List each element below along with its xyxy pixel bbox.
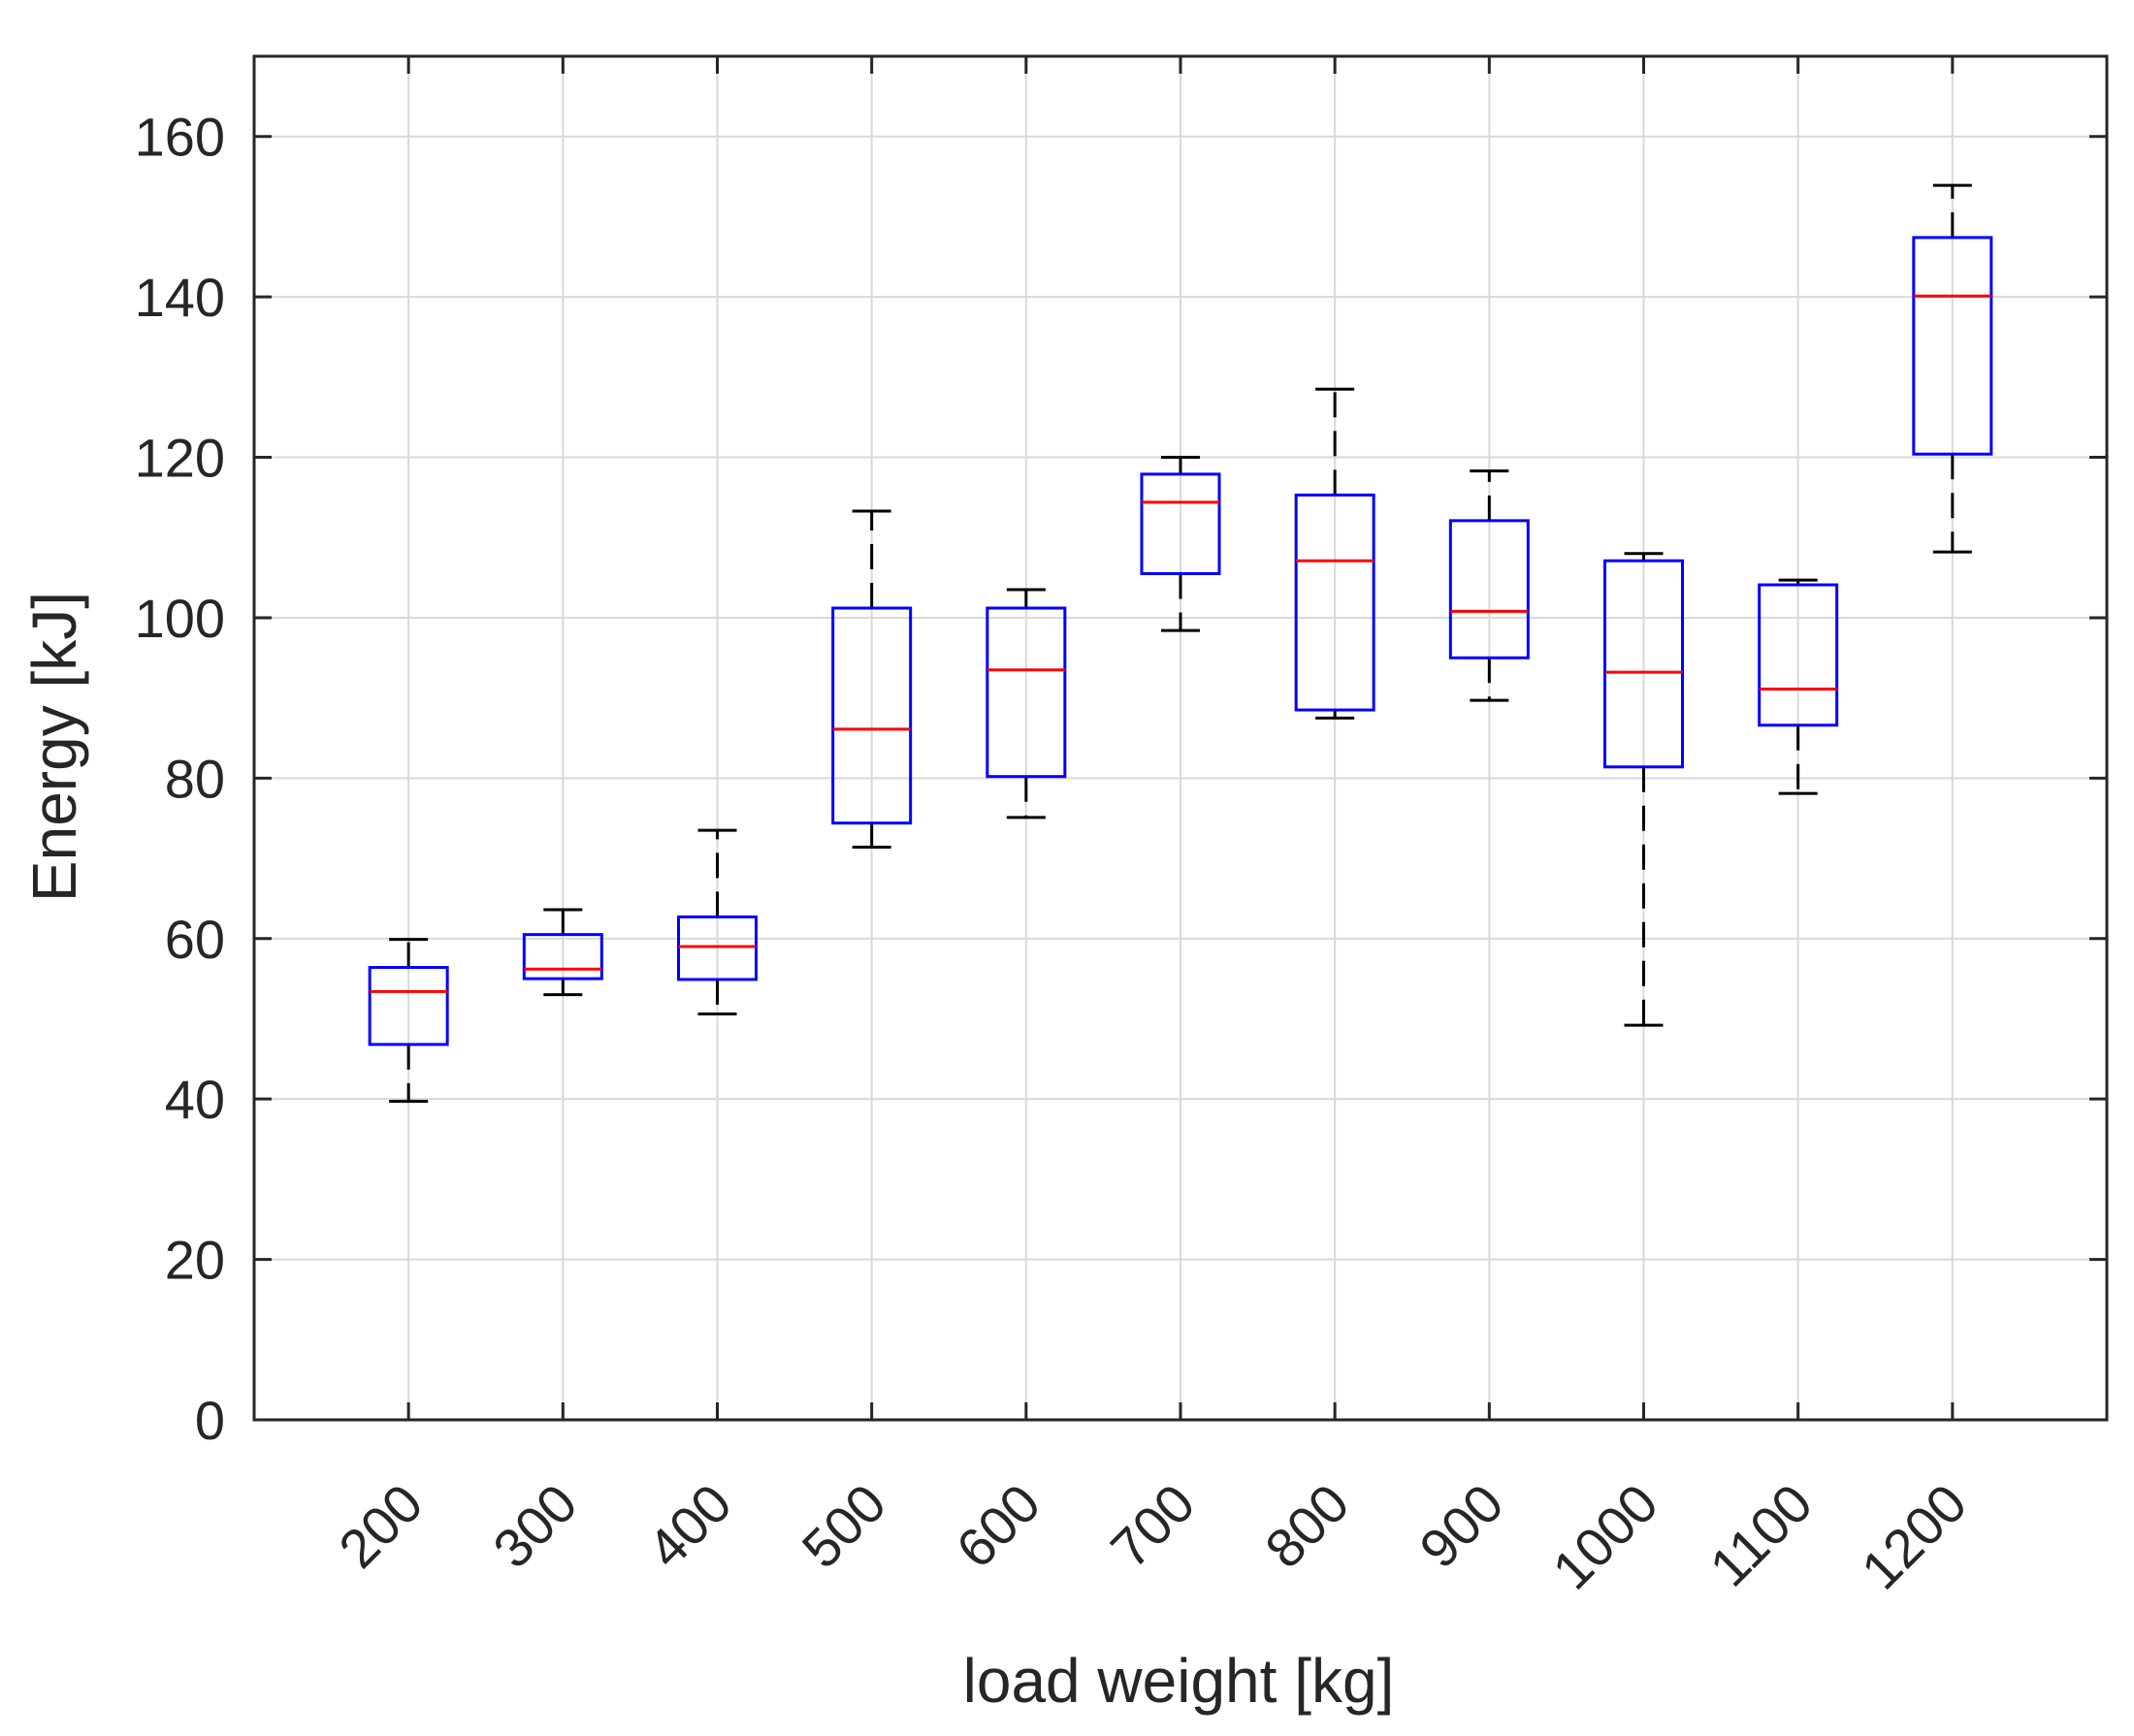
x-tick-label: 200 bbox=[327, 1472, 435, 1580]
box-iqr bbox=[1448, 519, 1530, 659]
box-iqr bbox=[831, 606, 913, 825]
boxes bbox=[368, 183, 1993, 1104]
x-tick-label: 800 bbox=[1253, 1472, 1361, 1580]
y-tick-label: 160 bbox=[135, 107, 225, 168]
x-tick-label: 300 bbox=[481, 1472, 589, 1580]
y-tick-label: 140 bbox=[135, 267, 225, 328]
box-iqr bbox=[522, 933, 603, 981]
x-tick-label: 1000 bbox=[1540, 1472, 1669, 1601]
y-tick-label: 80 bbox=[165, 748, 225, 809]
x-tick-label: 1200 bbox=[1850, 1472, 1979, 1601]
axes bbox=[252, 54, 2109, 1422]
box-iqr bbox=[677, 915, 758, 981]
y-tick-label: 20 bbox=[165, 1230, 225, 1291]
box-iqr bbox=[1294, 493, 1375, 712]
x-tick-label: 1100 bbox=[1698, 1472, 1824, 1598]
x-tick-label: 600 bbox=[945, 1472, 1052, 1580]
box-iqr bbox=[368, 966, 449, 1046]
y-tick-label: 40 bbox=[165, 1069, 225, 1130]
plot-frame bbox=[252, 54, 2109, 1422]
x-tick-label: 400 bbox=[635, 1472, 743, 1580]
box-iqr bbox=[986, 606, 1067, 779]
y-axis-label: Energy [kJ] bbox=[19, 592, 89, 902]
x-tick-label: 700 bbox=[1099, 1472, 1207, 1580]
grid-lines bbox=[254, 56, 2107, 1420]
box-iqr bbox=[1603, 559, 1684, 769]
y-tick-label: 60 bbox=[165, 909, 225, 970]
x-tick-label: 900 bbox=[1407, 1472, 1515, 1580]
x-tick-label: 500 bbox=[791, 1472, 898, 1580]
y-tick-label: 120 bbox=[135, 428, 225, 489]
y-tick-label: 0 bbox=[195, 1390, 225, 1451]
x-axis-label: load weight [kg] bbox=[963, 1646, 1395, 1716]
box-iqr bbox=[1912, 236, 1993, 456]
y-tick-label: 100 bbox=[135, 588, 225, 649]
tick-labels: 0 20 40 60 80 100 120 140 160 200 300 400 500 600 700 8… bbox=[135, 107, 1979, 1601]
box-iqr bbox=[1140, 472, 1221, 575]
box-iqr bbox=[1758, 583, 1839, 727]
